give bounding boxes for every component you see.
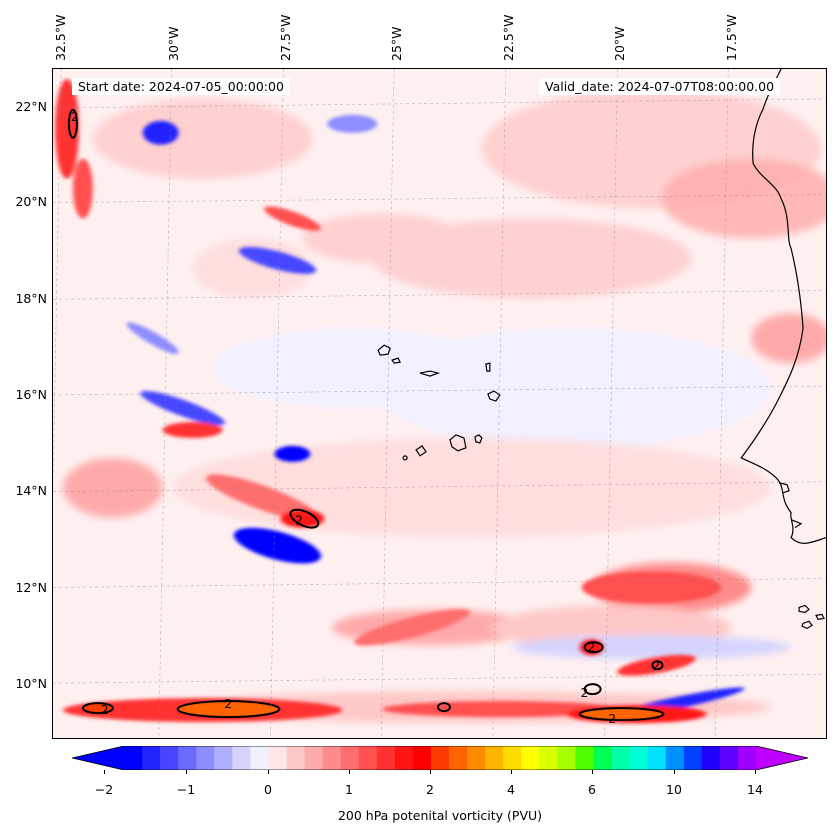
colorbar-swatch [196,746,215,770]
contour-label: 2 [652,659,660,673]
colorbar-swatch [485,746,504,770]
pv-contours [67,108,665,722]
contour-label: 2 [581,686,589,700]
colorbar-min-extend [72,746,124,770]
colorbar-tick-mark [674,770,675,774]
longitude-label: 22.5°W [501,14,516,61]
colorbar-swatch [142,746,161,770]
colorbar-swatch [340,746,360,770]
colorbar-swatch [250,746,269,770]
latitude-label: 18°N [15,291,47,306]
colorbar-tick-label: 2 [426,782,434,797]
colorbar-tick-label: 6 [588,782,596,797]
graticule [53,69,826,738]
latitude-label: 20°N [15,194,47,209]
colorbar-swatch [124,746,143,770]
colorbar-swatch [719,746,739,770]
islands [377,344,501,461]
colorbar-swatch [358,746,378,770]
coastline [740,69,826,544]
contour-label: 2 [71,110,79,124]
colorbar-tick-mark [186,770,187,774]
colorbar-max-extend [756,746,808,770]
latitude-label: 16°N [15,387,47,402]
colorbar-swatch [629,746,649,770]
colorbar-tick-label: 4 [507,782,515,797]
latitude-label: 22°N [15,99,47,114]
colorbar-swatch [575,746,594,770]
contour-label: 2 [101,703,109,717]
coastline-bissagos [798,604,825,629]
colorbar-swatch [467,746,486,770]
colorbar-swatch [665,746,685,770]
colorbar-swatch [557,746,576,770]
map-plot-area: 2 2 2 2 2 2 2 2 [52,68,827,739]
pv-field-light [62,88,826,724]
colorbar-label: 200 hPa potenital vorticity (PVU) [337,808,543,823]
colorbar-swatch [611,746,631,770]
colorbar-swatch [683,746,703,770]
colorbar-swatch [178,746,197,770]
colorbar-tick-mark [511,770,512,774]
longitude-label: 32.5°W [53,14,68,61]
latitude-label: 12°N [15,580,47,595]
colorbar-swatch [232,746,251,770]
valid-date-label: Valid_date: 2024-07-07T08:00:00.00 [539,78,781,95]
colorbar-tick-label: 14 [747,782,763,797]
colorbar-swatch [412,746,432,770]
coastline-gambia [778,482,803,529]
colorbar-swatch [737,746,757,770]
longitude-label: 25°W [389,26,404,61]
colorbar-swatch [394,746,414,770]
contour-label: 2 [588,640,596,654]
colorbar-swatch [647,746,667,770]
colorbar-tick-label: 10 [666,782,682,797]
latitude-label: 14°N [15,483,47,498]
colorbar-swatch [430,746,450,770]
contour-label: 2 [609,712,617,726]
colorbar-swatch [593,746,613,770]
colorbar-swatch [449,746,468,770]
colorbar-tick-mark [104,770,105,774]
colorbar-swatch [521,746,540,770]
colorbar-swatch [286,746,306,770]
latitude-label: 10°N [15,676,47,691]
pv-cores [83,702,662,720]
colorbar-swatch [503,746,522,770]
colorbar-tick-label: −1 [176,782,196,797]
colorbar-swatch [701,746,721,770]
contour-label: 2 [295,514,303,528]
colorbar-tick-mark [755,770,756,774]
colorbar-swatch [268,746,288,770]
colorbar-tick-label: 0 [264,782,272,797]
colorbar-swatch [539,746,558,770]
colorbar-swatch [214,746,233,770]
start-date-label: Start date: 2024-07-05_00:00:00 [72,78,290,95]
colorbar-swatch [304,746,324,770]
contour-label: 2 [225,697,233,711]
longitude-label: 27.5°W [278,14,293,61]
colorbar-swatch [160,746,179,770]
longitude-label: 20°W [612,26,627,61]
contour-labels: 2 2 2 2 2 2 2 2 [71,110,660,726]
colorbar-tick-mark [268,770,269,774]
longitude-label: 17.5°W [724,14,739,61]
longitude-label: 30°W [166,26,181,61]
colorbar-swatch [376,746,396,770]
colorbar-tick-label: −2 [94,782,114,797]
potential-vorticity-map: 2 2 2 2 2 2 2 2 [53,69,826,738]
colorbar-tick-mark [430,770,431,774]
colorbar-tick-mark [349,770,350,774]
colorbar-tick-mark [592,770,593,774]
colorbar-swatch [322,746,342,770]
colorbar-tick-label: 1 [345,782,353,797]
colorbar [72,746,808,770]
